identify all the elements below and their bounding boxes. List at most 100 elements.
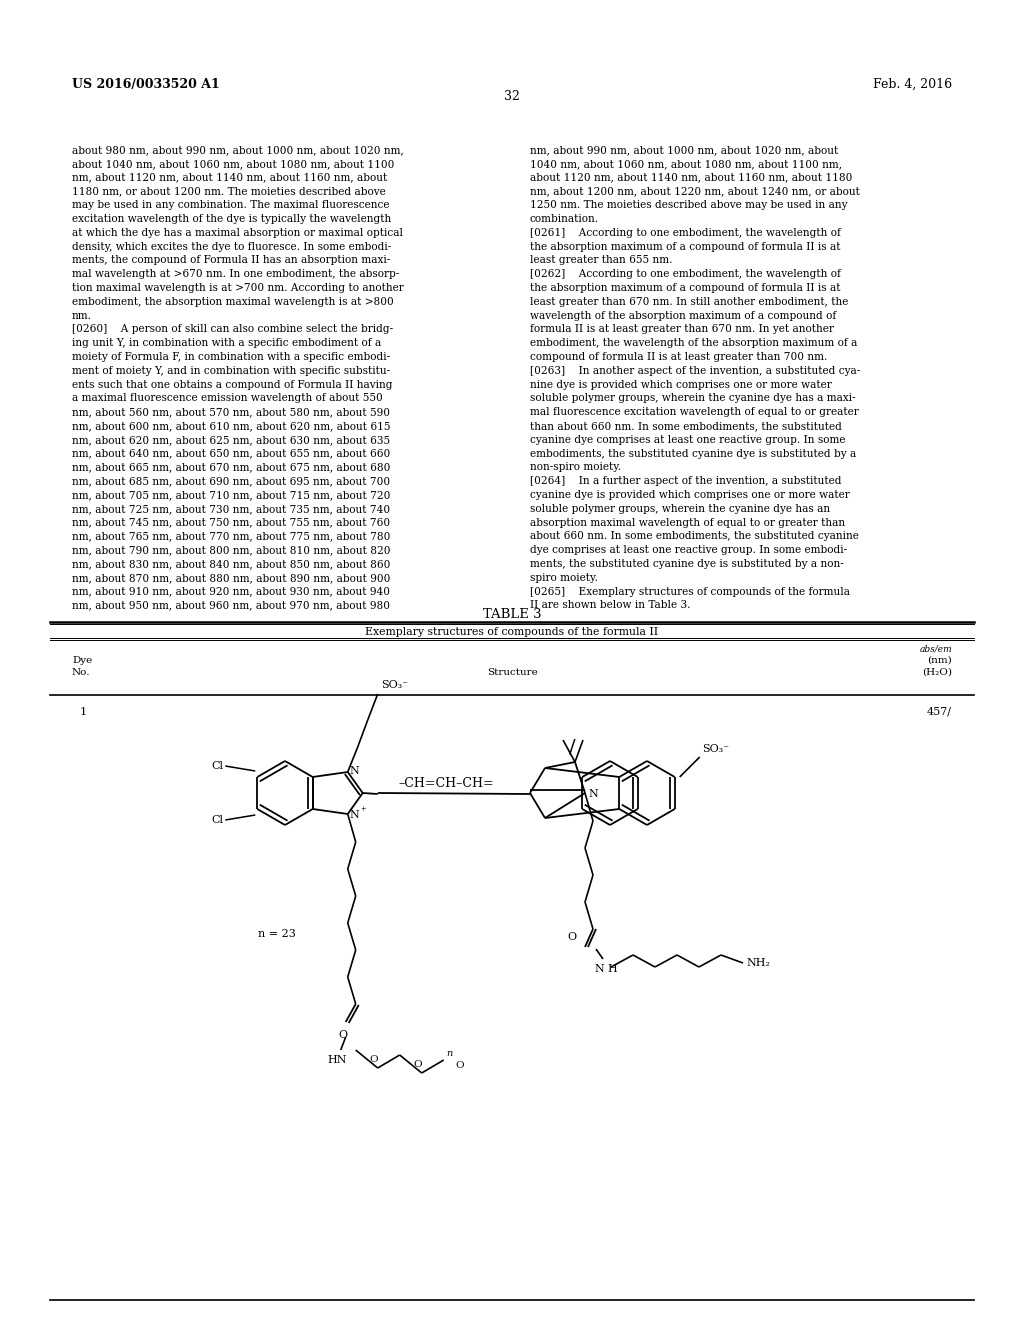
Text: nm, about 790 nm, about 800 nm, about 810 nm, about 820: nm, about 790 nm, about 800 nm, about 81…: [72, 545, 390, 556]
Text: N: N: [350, 810, 359, 820]
Text: O: O: [568, 932, 577, 942]
Text: soluble polymer groups, wherein the cyanine dye has an: soluble polymer groups, wherein the cyan…: [530, 504, 830, 513]
Text: about 660 nm. In some embodiments, the substituted cyanine: about 660 nm. In some embodiments, the s…: [530, 532, 859, 541]
Text: (H₂O): (H₂O): [922, 668, 952, 677]
Text: TABLE 3: TABLE 3: [482, 609, 542, 620]
Text: abs/em: abs/em: [920, 644, 952, 653]
Text: nm, about 990 nm, about 1000 nm, about 1020 nm, about: nm, about 990 nm, about 1000 nm, about 1…: [530, 145, 839, 154]
Text: Exemplary structures of compounds of the formula II: Exemplary structures of compounds of the…: [366, 627, 658, 638]
Text: $^+$: $^+$: [358, 808, 367, 817]
Text: nine dye is provided which comprises one or more water: nine dye is provided which comprises one…: [530, 380, 831, 389]
Text: tion maximal wavelength is at >700 nm. According to another: tion maximal wavelength is at >700 nm. A…: [72, 282, 403, 293]
Text: absorption maximal wavelength of equal to or greater than: absorption maximal wavelength of equal t…: [530, 517, 845, 528]
Text: n = 23: n = 23: [258, 929, 296, 939]
Text: HN: HN: [328, 1055, 347, 1065]
Text: ments, the substituted cyanine dye is substituted by a non-: ments, the substituted cyanine dye is su…: [530, 558, 844, 569]
Text: O: O: [414, 1060, 422, 1069]
Text: Cl: Cl: [211, 814, 223, 825]
Text: nm, about 765 nm, about 770 nm, about 775 nm, about 780: nm, about 765 nm, about 770 nm, about 77…: [72, 532, 390, 541]
Text: O: O: [456, 1060, 464, 1069]
Text: may be used in any combination. The maximal fluorescence: may be used in any combination. The maxi…: [72, 201, 389, 210]
Text: nm, about 830 nm, about 840 nm, about 850 nm, about 860: nm, about 830 nm, about 840 nm, about 85…: [72, 558, 390, 569]
Text: 1040 nm, about 1060 nm, about 1080 nm, about 1100 nm,: 1040 nm, about 1060 nm, about 1080 nm, a…: [530, 158, 842, 169]
Text: wavelength of the absorption maximum of a compound of: wavelength of the absorption maximum of …: [530, 310, 837, 321]
Text: embodiment, the wavelength of the absorption maximum of a: embodiment, the wavelength of the absorp…: [530, 338, 857, 348]
Text: nm, about 560 nm, about 570 nm, about 580 nm, about 590: nm, about 560 nm, about 570 nm, about 58…: [72, 407, 390, 417]
Text: about 1040 nm, about 1060 nm, about 1080 nm, about 1100: about 1040 nm, about 1060 nm, about 1080…: [72, 158, 394, 169]
Text: Feb. 4, 2016: Feb. 4, 2016: [872, 78, 952, 91]
Text: compound of formula II is at least greater than 700 nm.: compound of formula II is at least great…: [530, 352, 827, 362]
Text: about 980 nm, about 990 nm, about 1000 nm, about 1020 nm,: about 980 nm, about 990 nm, about 1000 n…: [72, 145, 403, 154]
Text: than about 660 nm. In some embodiments, the substituted: than about 660 nm. In some embodiments, …: [530, 421, 842, 432]
Text: nm, about 910 nm, about 920 nm, about 930 nm, about 940: nm, about 910 nm, about 920 nm, about 93…: [72, 586, 390, 597]
Text: ment of moiety Y, and in combination with specific substitu-: ment of moiety Y, and in combination wit…: [72, 366, 390, 376]
Text: moiety of Formula F, in combination with a specific embodi-: moiety of Formula F, in combination with…: [72, 352, 390, 362]
Text: nm, about 620 nm, about 625 nm, about 630 nm, about 635: nm, about 620 nm, about 625 nm, about 63…: [72, 434, 390, 445]
Text: –CH=CH–CH=: –CH=CH–CH=: [398, 777, 495, 789]
Text: embodiment, the absorption maximal wavelength is at >800: embodiment, the absorption maximal wavel…: [72, 297, 394, 306]
Text: the absorption maximum of a compound of formula II is at: the absorption maximum of a compound of …: [530, 242, 841, 252]
Text: nm, about 685 nm, about 690 nm, about 695 nm, about 700: nm, about 685 nm, about 690 nm, about 69…: [72, 477, 390, 486]
Text: nm, about 665 nm, about 670 nm, about 675 nm, about 680: nm, about 665 nm, about 670 nm, about 67…: [72, 462, 390, 473]
Text: density, which excites the dye to fluoresce. In some embodi-: density, which excites the dye to fluore…: [72, 242, 391, 252]
Text: nm, about 1120 nm, about 1140 nm, about 1160 nm, about: nm, about 1120 nm, about 1140 nm, about …: [72, 173, 387, 182]
Text: H: H: [607, 964, 616, 974]
Text: No.: No.: [72, 668, 90, 677]
Text: O: O: [338, 1030, 347, 1040]
Text: spiro moiety.: spiro moiety.: [530, 573, 598, 583]
Text: SO₃⁻: SO₃⁻: [381, 680, 408, 690]
Text: O: O: [370, 1055, 378, 1064]
Text: [0264]    In a further aspect of the invention, a substituted: [0264] In a further aspect of the invent…: [530, 477, 842, 486]
Text: US 2016/0033520 A1: US 2016/0033520 A1: [72, 78, 220, 91]
Text: nm, about 745 nm, about 750 nm, about 755 nm, about 760: nm, about 745 nm, about 750 nm, about 75…: [72, 517, 390, 528]
Text: nm, about 640 nm, about 650 nm, about 655 nm, about 660: nm, about 640 nm, about 650 nm, about 65…: [72, 449, 390, 458]
Text: embodiments, the substituted cyanine dye is substituted by a: embodiments, the substituted cyanine dye…: [530, 449, 856, 458]
Text: /: /: [568, 738, 575, 756]
Text: combination.: combination.: [530, 214, 599, 224]
Text: Dye: Dye: [72, 656, 92, 665]
Text: about 1120 nm, about 1140 nm, about 1160 nm, about 1180: about 1120 nm, about 1140 nm, about 1160…: [530, 173, 852, 182]
Text: the absorption maximum of a compound of formula II is at: the absorption maximum of a compound of …: [530, 282, 841, 293]
Text: non-spiro moiety.: non-spiro moiety.: [530, 462, 622, 473]
Text: least greater than 670 nm. In still another embodiment, the: least greater than 670 nm. In still anot…: [530, 297, 848, 306]
Text: [0262]    According to one embodiment, the wavelength of: [0262] According to one embodiment, the …: [530, 269, 841, 280]
Text: [0265]    Exemplary structures of compounds of the formula: [0265] Exemplary structures of compounds…: [530, 586, 850, 597]
Text: least greater than 655 nm.: least greater than 655 nm.: [530, 255, 673, 265]
Text: n: n: [446, 1049, 453, 1059]
Text: nm, about 725 nm, about 730 nm, about 735 nm, about 740: nm, about 725 nm, about 730 nm, about 73…: [72, 504, 390, 513]
Text: NH₂: NH₂: [746, 958, 770, 968]
Text: formula II is at least greater than 670 nm. In yet another: formula II is at least greater than 670 …: [530, 325, 834, 334]
Text: nm, about 1200 nm, about 1220 nm, about 1240 nm, or about: nm, about 1200 nm, about 1220 nm, about …: [530, 186, 860, 197]
Text: 1250 nm. The moieties described above may be used in any: 1250 nm. The moieties described above ma…: [530, 201, 848, 210]
Text: N: N: [588, 789, 598, 799]
Text: 1180 nm, or about 1200 nm. The moieties described above: 1180 nm, or about 1200 nm. The moieties …: [72, 186, 386, 197]
Text: cyanine dye comprises at least one reactive group. In some: cyanine dye comprises at least one react…: [530, 434, 846, 445]
Text: [0261]    According to one embodiment, the wavelength of: [0261] According to one embodiment, the …: [530, 228, 841, 238]
Text: nm, about 870 nm, about 880 nm, about 890 nm, about 900: nm, about 870 nm, about 880 nm, about 89…: [72, 573, 390, 583]
Text: nm, about 600 nm, about 610 nm, about 620 nm, about 615: nm, about 600 nm, about 610 nm, about 62…: [72, 421, 390, 432]
Text: excitation wavelength of the dye is typically the wavelength: excitation wavelength of the dye is typi…: [72, 214, 391, 224]
Text: [0263]    In another aspect of the invention, a substituted cya-: [0263] In another aspect of the inventio…: [530, 366, 860, 376]
Text: mal wavelength at >670 nm. In one embodiment, the absorp-: mal wavelength at >670 nm. In one embodi…: [72, 269, 399, 280]
Text: (nm): (nm): [928, 656, 952, 665]
Text: 32: 32: [504, 90, 520, 103]
Text: 1: 1: [80, 708, 87, 717]
Text: Cl: Cl: [211, 762, 223, 771]
Text: mal fluorescence excitation wavelength of equal to or greater: mal fluorescence excitation wavelength o…: [530, 407, 859, 417]
Text: [0260]    A person of skill can also combine select the bridg-: [0260] A person of skill can also combin…: [72, 325, 393, 334]
Text: ing unit Y, in combination with a specific embodiment of a: ing unit Y, in combination with a specif…: [72, 338, 381, 348]
Text: soluble polymer groups, wherein the cyanine dye has a maxi-: soluble polymer groups, wherein the cyan…: [530, 393, 856, 404]
Text: Structure: Structure: [486, 668, 538, 677]
Text: N: N: [594, 964, 604, 974]
Text: 457/: 457/: [927, 708, 952, 717]
Text: at which the dye has a maximal absorption or maximal optical: at which the dye has a maximal absorptio…: [72, 228, 403, 238]
Text: nm, about 950 nm, about 960 nm, about 970 nm, about 980: nm, about 950 nm, about 960 nm, about 97…: [72, 601, 390, 610]
Text: nm, about 705 nm, about 710 nm, about 715 nm, about 720: nm, about 705 nm, about 710 nm, about 71…: [72, 490, 390, 500]
Text: nm.: nm.: [72, 310, 92, 321]
Text: ents such that one obtains a compound of Formula II having: ents such that one obtains a compound of…: [72, 380, 392, 389]
Text: N: N: [350, 766, 359, 776]
Text: ments, the compound of Formula II has an absorption maxi-: ments, the compound of Formula II has an…: [72, 255, 390, 265]
Text: cyanine dye is provided which comprises one or more water: cyanine dye is provided which comprises …: [530, 490, 850, 500]
Text: II are shown below in Table 3.: II are shown below in Table 3.: [530, 601, 690, 610]
Text: dye comprises at least one reactive group. In some embodi-: dye comprises at least one reactive grou…: [530, 545, 847, 556]
